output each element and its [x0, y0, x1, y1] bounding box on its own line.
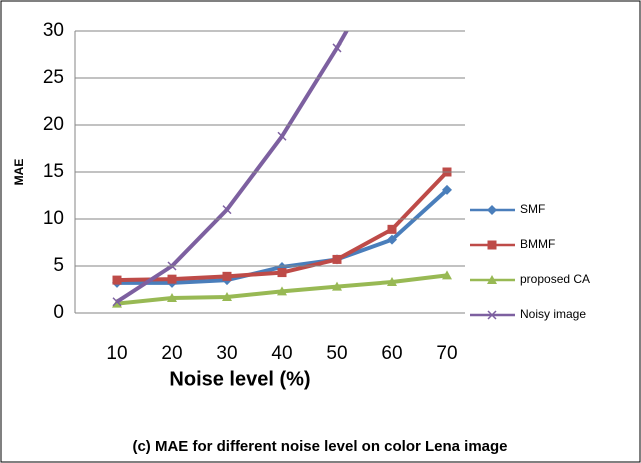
marker [112, 298, 122, 308]
marker [222, 271, 232, 281]
y-tick-label: 30 [43, 20, 64, 41]
x-tick-label: 30 [216, 343, 237, 364]
x-tick-label: 60 [381, 343, 402, 364]
y-tick-label: 0 [53, 302, 64, 323]
legend-label: SMF [520, 202, 545, 216]
legend-label: BMMF [520, 237, 555, 251]
y-tick-label: 15 [43, 161, 64, 182]
marker [167, 292, 177, 302]
marker [277, 268, 287, 278]
legend-label: Noisy image [520, 307, 586, 321]
marker [387, 276, 397, 286]
marker [112, 297, 122, 307]
legend-marker [487, 275, 497, 284]
legend-marker [487, 205, 497, 215]
x-tick-label: 70 [436, 343, 457, 364]
marker [167, 274, 177, 284]
y-tick-label: 10 [43, 208, 64, 229]
marker [387, 224, 397, 234]
marker [442, 184, 452, 195]
x-tick-label: 50 [326, 343, 347, 364]
x-tick-label: 10 [106, 343, 127, 364]
y-axis-title: MAE [12, 159, 26, 186]
y-tick-label: 25 [43, 67, 64, 88]
marker [277, 131, 287, 141]
marker [332, 254, 342, 264]
legend-marker [487, 310, 497, 320]
marker [387, 234, 397, 245]
marker [332, 281, 342, 291]
y-tick-label: 5 [53, 255, 64, 276]
marker [277, 286, 287, 296]
marker [442, 270, 452, 280]
marker [222, 292, 232, 302]
x-axis-title: Noise level (%) [169, 368, 310, 390]
plot-area [112, 31, 452, 308]
x-tick-label: 20 [161, 343, 182, 364]
marker [332, 43, 342, 53]
legend-marker [487, 240, 497, 250]
y-tick-label: 20 [43, 114, 64, 135]
series-line [115, 31, 349, 304]
caption: (c) MAE for different noise level on col… [132, 438, 507, 455]
x-tick-label: 40 [271, 343, 292, 364]
marker [112, 275, 122, 285]
legend-label: proposed CA [520, 272, 590, 286]
marker [222, 205, 232, 215]
